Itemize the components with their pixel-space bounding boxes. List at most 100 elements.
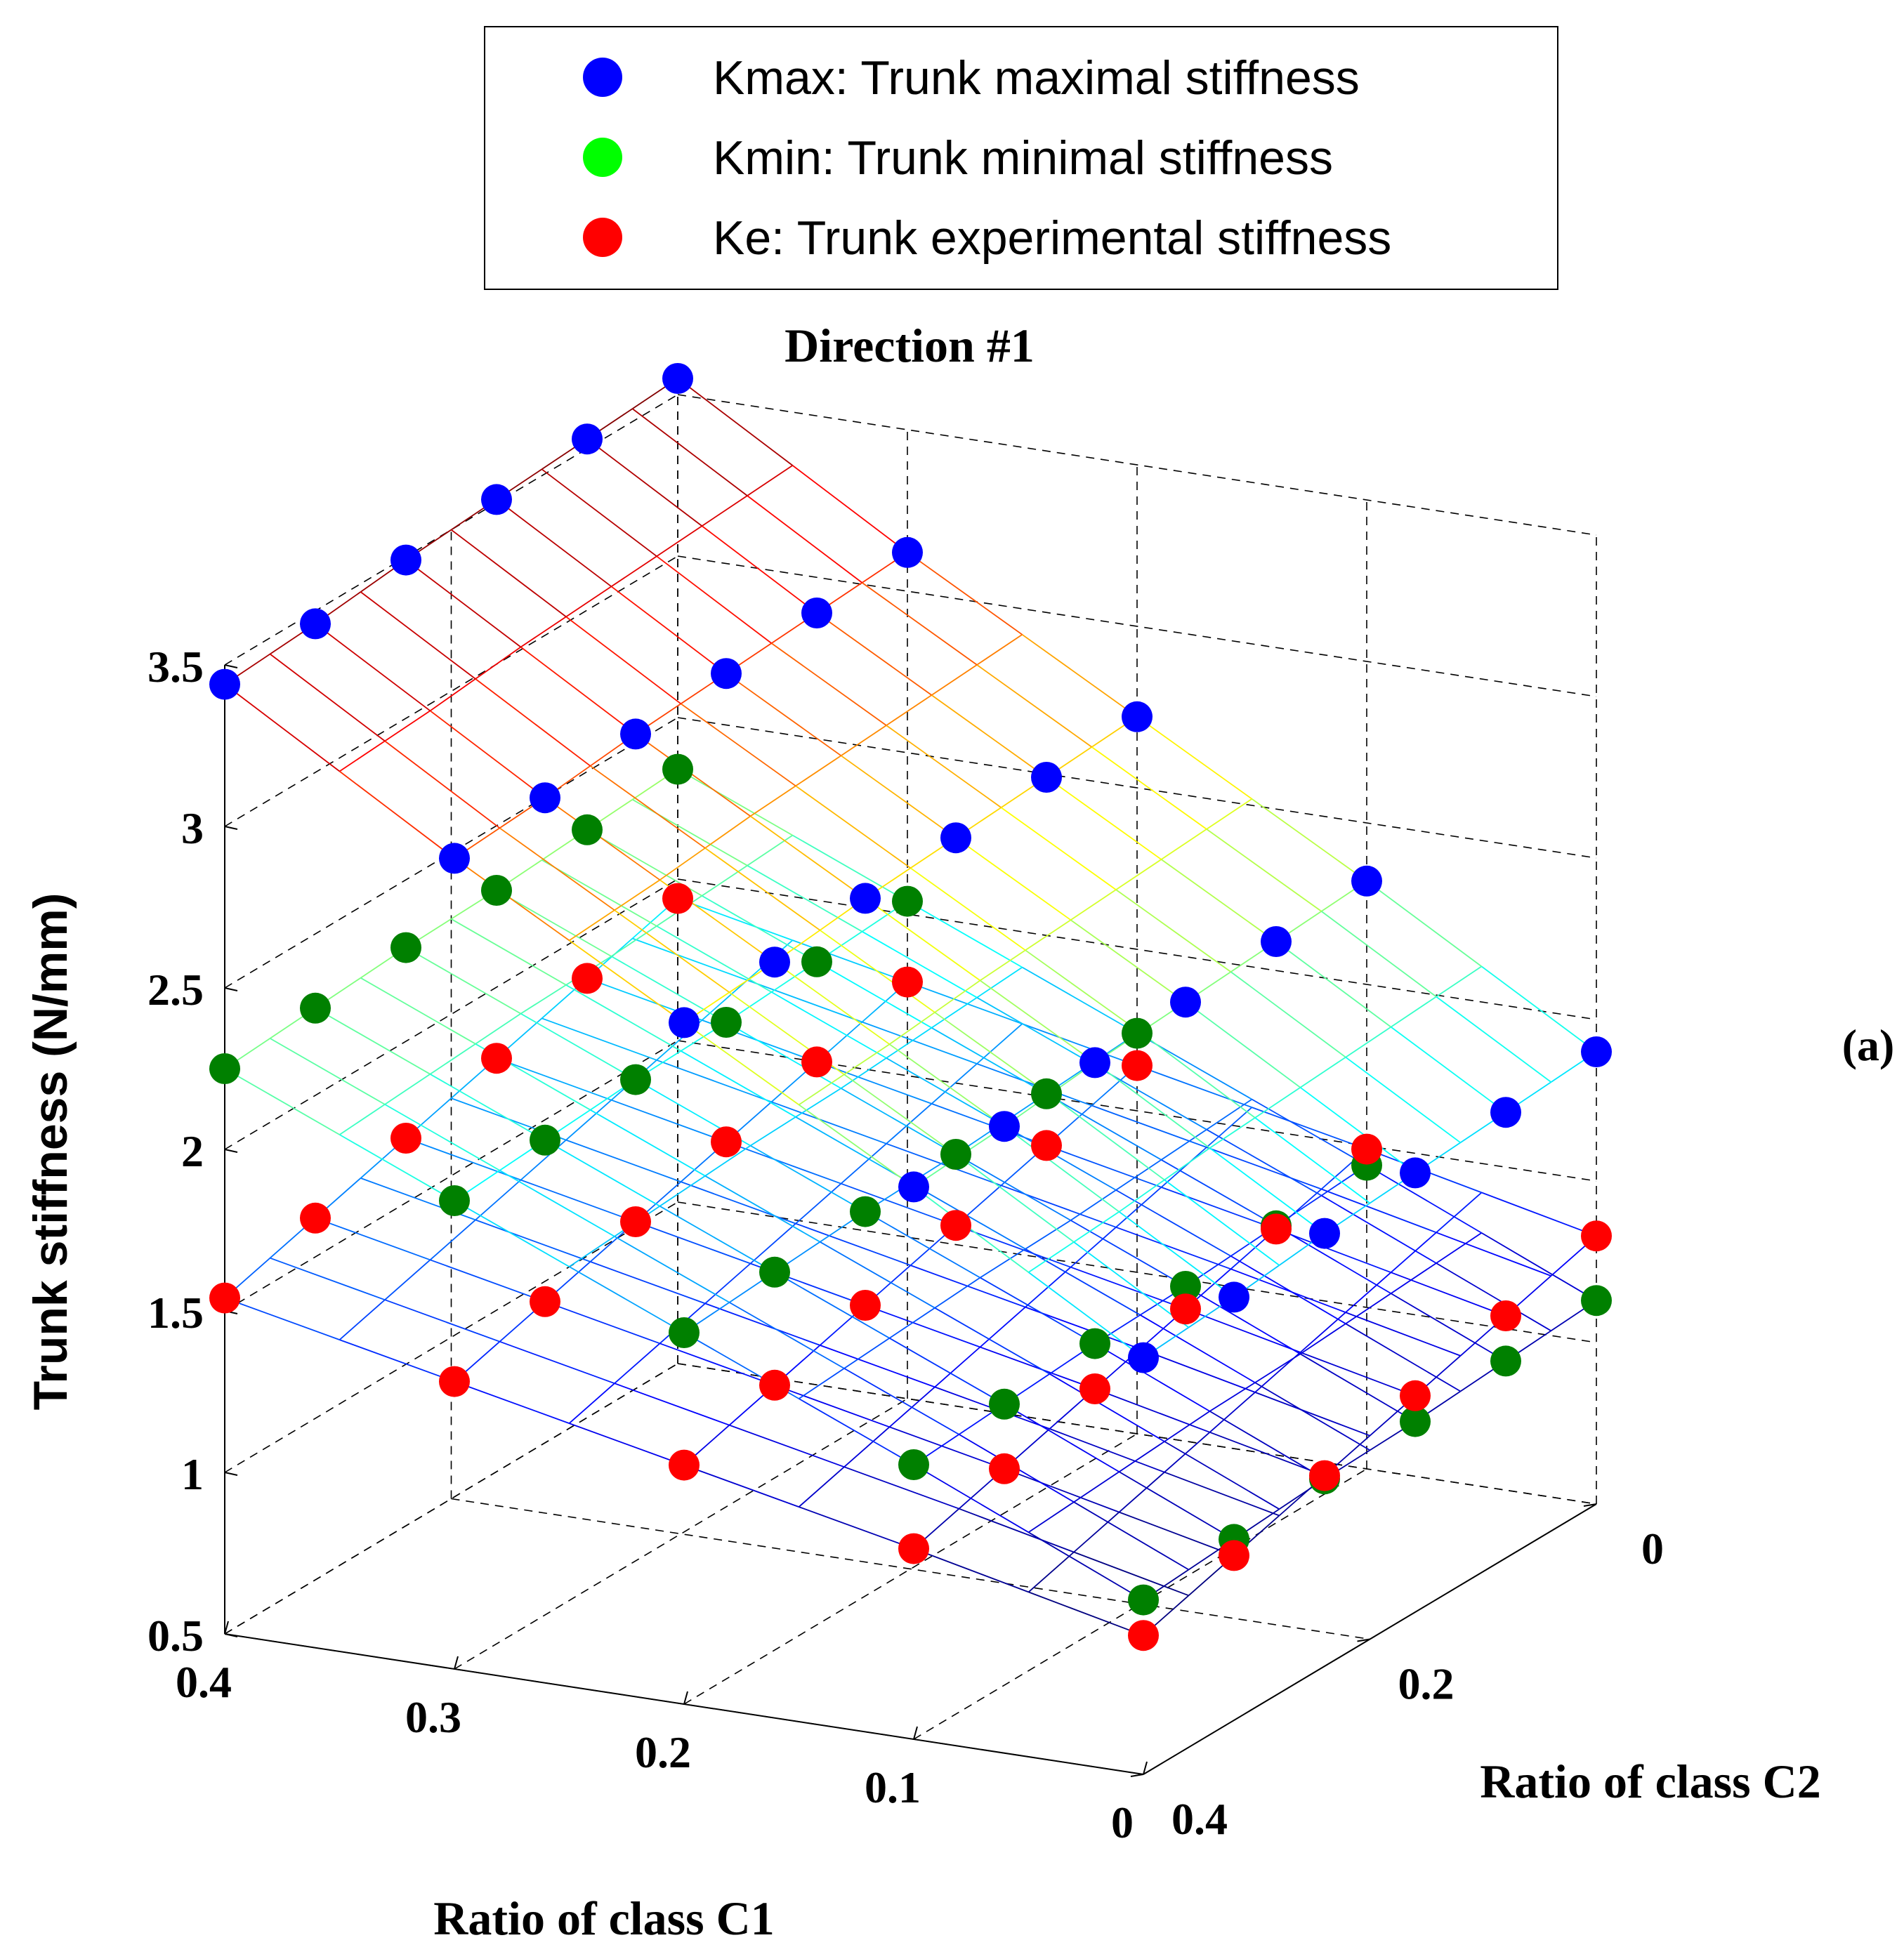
ke-marker xyxy=(759,1369,790,1401)
surface-mesh-line xyxy=(565,984,681,1052)
surface-mesh-line xyxy=(843,1043,891,1076)
kmin-marker xyxy=(662,753,693,785)
surface-mesh-line xyxy=(1115,1226,1231,1270)
surface-mesh-line xyxy=(795,1116,911,1184)
surface-mesh-line xyxy=(798,1368,845,1399)
surface-mesh-line xyxy=(1251,798,1367,882)
surface-mesh-line xyxy=(749,785,796,817)
surface-mesh-line xyxy=(614,1383,730,1426)
ke-marker xyxy=(1122,1050,1153,1081)
ke-marker xyxy=(209,1282,240,1314)
kmax-marker xyxy=(662,363,693,394)
legend-marker-ke xyxy=(583,218,622,257)
surface-mesh-line xyxy=(792,465,908,553)
z-tick-label: 0.5 xyxy=(147,1611,204,1661)
surface-mesh-line xyxy=(590,1261,706,1305)
kmax-marker xyxy=(1581,1036,1612,1067)
surface-mesh-line xyxy=(1073,1241,1190,1328)
surface-mesh-line xyxy=(843,1466,959,1510)
surface-mesh-line xyxy=(1004,1467,1120,1513)
surface-mesh-line xyxy=(704,1175,820,1243)
z-tick-label: 1.5 xyxy=(147,1288,204,1338)
surface-mesh-line xyxy=(1390,1262,1437,1294)
surface-mesh-line xyxy=(224,683,341,772)
surface-mesh-line xyxy=(1046,1093,1162,1161)
surface-mesh-line xyxy=(544,1140,660,1207)
surface-mesh-line xyxy=(384,1104,500,1171)
surface-mesh-line xyxy=(499,1170,615,1237)
surface-mesh-line xyxy=(979,1306,1026,1348)
grid-layer xyxy=(224,394,1597,1775)
gridline-back-horizontal xyxy=(677,394,1597,536)
kmin-marker xyxy=(1128,1584,1159,1616)
surface-mesh-line xyxy=(704,1262,751,1305)
surface-mesh-line xyxy=(843,1426,891,1467)
surface-mesh-line xyxy=(886,694,933,726)
surface-mesh-line xyxy=(681,1181,796,1225)
surface-mesh-line xyxy=(499,1340,615,1385)
x-tick-label: 0.3 xyxy=(405,1692,461,1742)
surface-mesh-line xyxy=(541,859,657,927)
surface-mesh-line xyxy=(1046,777,1162,860)
surface-mesh-line xyxy=(544,797,661,880)
kmax-marker xyxy=(1031,762,1062,793)
surface-mesh-line xyxy=(1161,1187,1277,1230)
surface-mesh-line xyxy=(704,1302,820,1346)
kmin-marker xyxy=(711,1007,742,1038)
surface-mesh-line xyxy=(677,897,793,941)
surface-mesh-line xyxy=(749,815,866,899)
ke-marker xyxy=(989,1453,1020,1484)
surface-mesh-line xyxy=(1230,1268,1346,1313)
surface-mesh-line xyxy=(704,815,751,849)
surface-mesh-line xyxy=(1345,1312,1461,1357)
surface-mesh-line xyxy=(843,1074,960,1158)
x-tick-mark xyxy=(913,1726,918,1740)
surface-mesh-line xyxy=(702,895,818,963)
ke-marker xyxy=(1219,1540,1249,1571)
surface-mesh-line xyxy=(315,623,431,712)
surface-mesh-line xyxy=(683,1464,799,1508)
surface-mesh-line xyxy=(976,966,1023,998)
kmax-marker xyxy=(898,1171,929,1203)
surface-mesh-line xyxy=(820,1241,935,1309)
surface-mesh-line xyxy=(747,864,862,932)
surface-mesh-line xyxy=(1254,1117,1371,1204)
surface-mesh-line xyxy=(979,980,1096,1064)
surface-mesh-line xyxy=(1321,1194,1437,1264)
surface-mesh-line xyxy=(1206,1128,1322,1196)
surface-mesh-line xyxy=(677,768,793,836)
surface-mesh-line xyxy=(1025,949,1141,1034)
surface-mesh-line xyxy=(747,465,794,496)
surface-mesh-line xyxy=(774,1384,890,1428)
ke-marker xyxy=(801,1046,832,1078)
surface-mesh-line xyxy=(726,1022,841,1089)
surface-mesh-line xyxy=(656,925,772,993)
surface-mesh-line xyxy=(520,1179,636,1222)
surface-mesh-line xyxy=(1366,1164,1482,1234)
surface-mesh-line xyxy=(1254,1392,1370,1437)
surface-mesh-line xyxy=(1046,1145,1162,1188)
surface-mesh-line xyxy=(889,1338,1005,1405)
surface-mesh-line xyxy=(586,438,703,527)
surface-mesh-line xyxy=(430,1259,546,1302)
ke-marker xyxy=(662,883,693,914)
surface-mesh-line xyxy=(520,984,567,1015)
surface-mesh-line xyxy=(1091,1104,1207,1148)
surface-mesh-line xyxy=(1094,1062,1211,1149)
surface-mesh-line xyxy=(429,1219,476,1260)
kmin-marker xyxy=(850,1196,881,1227)
data-markers xyxy=(209,363,1612,1651)
surface-mesh-line xyxy=(315,1008,431,1075)
surface-mesh-line xyxy=(1164,1441,1280,1510)
surface-mesh-line xyxy=(1390,996,1437,1028)
surface-mesh-line xyxy=(886,1027,933,1059)
surface-mesh-line xyxy=(701,525,818,614)
surface-mesh-line xyxy=(610,555,657,588)
ke-marker xyxy=(1261,1213,1292,1245)
surface-mesh-line xyxy=(819,930,935,1013)
surface-mesh-line xyxy=(913,1464,1029,1533)
surface-mesh-line xyxy=(659,1206,775,1273)
z-tick-mark xyxy=(224,1149,238,1153)
surface-kmin xyxy=(224,768,1597,1601)
surface-mesh-line xyxy=(496,1057,612,1101)
